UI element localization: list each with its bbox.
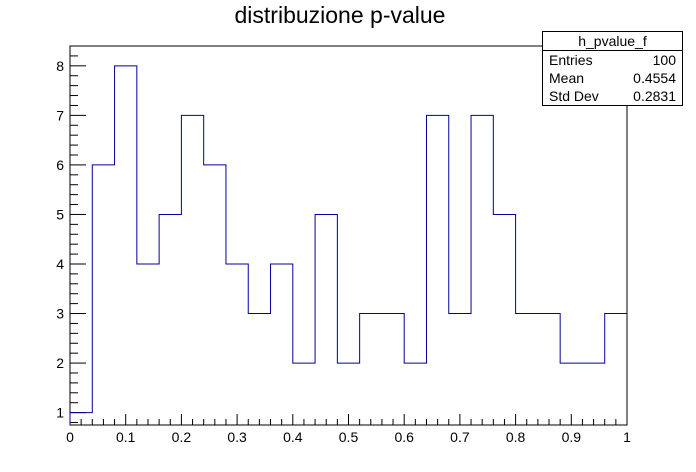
y-tick-label: 1: [56, 405, 64, 421]
histogram-outline: [69, 65, 627, 425]
histogram-bin: [159, 214, 181, 425]
y-tick-label: 8: [56, 58, 64, 74]
x-tick-label: 0.3: [227, 429, 247, 445]
stats-histogram-name: h_pvalue_f: [543, 32, 682, 51]
x-tick-label: 0: [66, 429, 74, 445]
stats-label: Entries: [549, 52, 593, 68]
histogram-bin: [92, 165, 114, 425]
histogram-bin: [226, 264, 248, 425]
y-tick-label: 6: [56, 157, 64, 173]
x-tick-label: 0.5: [339, 429, 359, 445]
x-tick-label: 0.6: [394, 429, 414, 445]
histogram-bin: [449, 314, 471, 425]
y-tick-label: 4: [56, 256, 64, 272]
x-tick-label: 0.7: [450, 429, 470, 445]
y-tick-label: 5: [56, 206, 64, 222]
x-tick-label: 0.4: [283, 429, 303, 445]
x-axis: 0 0.1 0.2 0.3 0.4 0.5 0.6 0.7 0.8 0.9 1: [66, 414, 631, 445]
stats-row-entries: Entries 100: [543, 51, 682, 69]
histogram-bin: [248, 314, 270, 425]
y-tick-label: 3: [56, 306, 64, 322]
histogram-bin: [605, 314, 627, 425]
stats-box: h_pvalue_f Entries 100 Mean 0.4554 Std D…: [542, 31, 683, 106]
chart-title: distribuzione p-value: [235, 2, 446, 28]
x-tick-label: 0.8: [506, 429, 526, 445]
histogram-bin: [493, 214, 515, 425]
stats-label: Mean: [549, 70, 585, 86]
stats-value: 0.2831: [633, 88, 676, 104]
stats-row-stddev: Std Dev 0.2831: [543, 87, 682, 105]
histogram-bin: [315, 214, 337, 425]
histogram-bin: [471, 115, 493, 425]
histogram-bin: [382, 314, 404, 425]
histogram-bin: [404, 363, 426, 425]
y-tick-label: 2: [56, 355, 64, 371]
y-axis: 1 2 3 4 5 6 7 8: [56, 55, 86, 424]
histogram-bin: [271, 264, 293, 425]
x-tick-label: 1: [623, 429, 631, 445]
stats-label: Std Dev: [549, 88, 599, 104]
histogram-bin: [516, 314, 538, 425]
histogram-bin: [204, 165, 226, 425]
histogram-bin: [538, 314, 560, 425]
stats-value: 100: [652, 52, 676, 68]
x-tick-label: 0.9: [562, 429, 582, 445]
histogram-bin: [293, 363, 315, 425]
histogram-bin: [360, 314, 382, 425]
x-tick-label: 0.1: [116, 429, 136, 445]
stats-row-mean: Mean 0.4554: [543, 69, 682, 87]
histogram-bin: [181, 115, 203, 425]
y-tick-label: 7: [56, 107, 64, 123]
stats-value: 0.4554: [633, 70, 676, 86]
histogram-bin: [582, 363, 604, 425]
histogram-bin: [426, 115, 448, 425]
histogram-bin: [137, 264, 159, 425]
histogram-bins: [70, 66, 627, 425]
x-tick-label: 0.2: [172, 429, 192, 445]
histogram-bin: [115, 66, 137, 425]
